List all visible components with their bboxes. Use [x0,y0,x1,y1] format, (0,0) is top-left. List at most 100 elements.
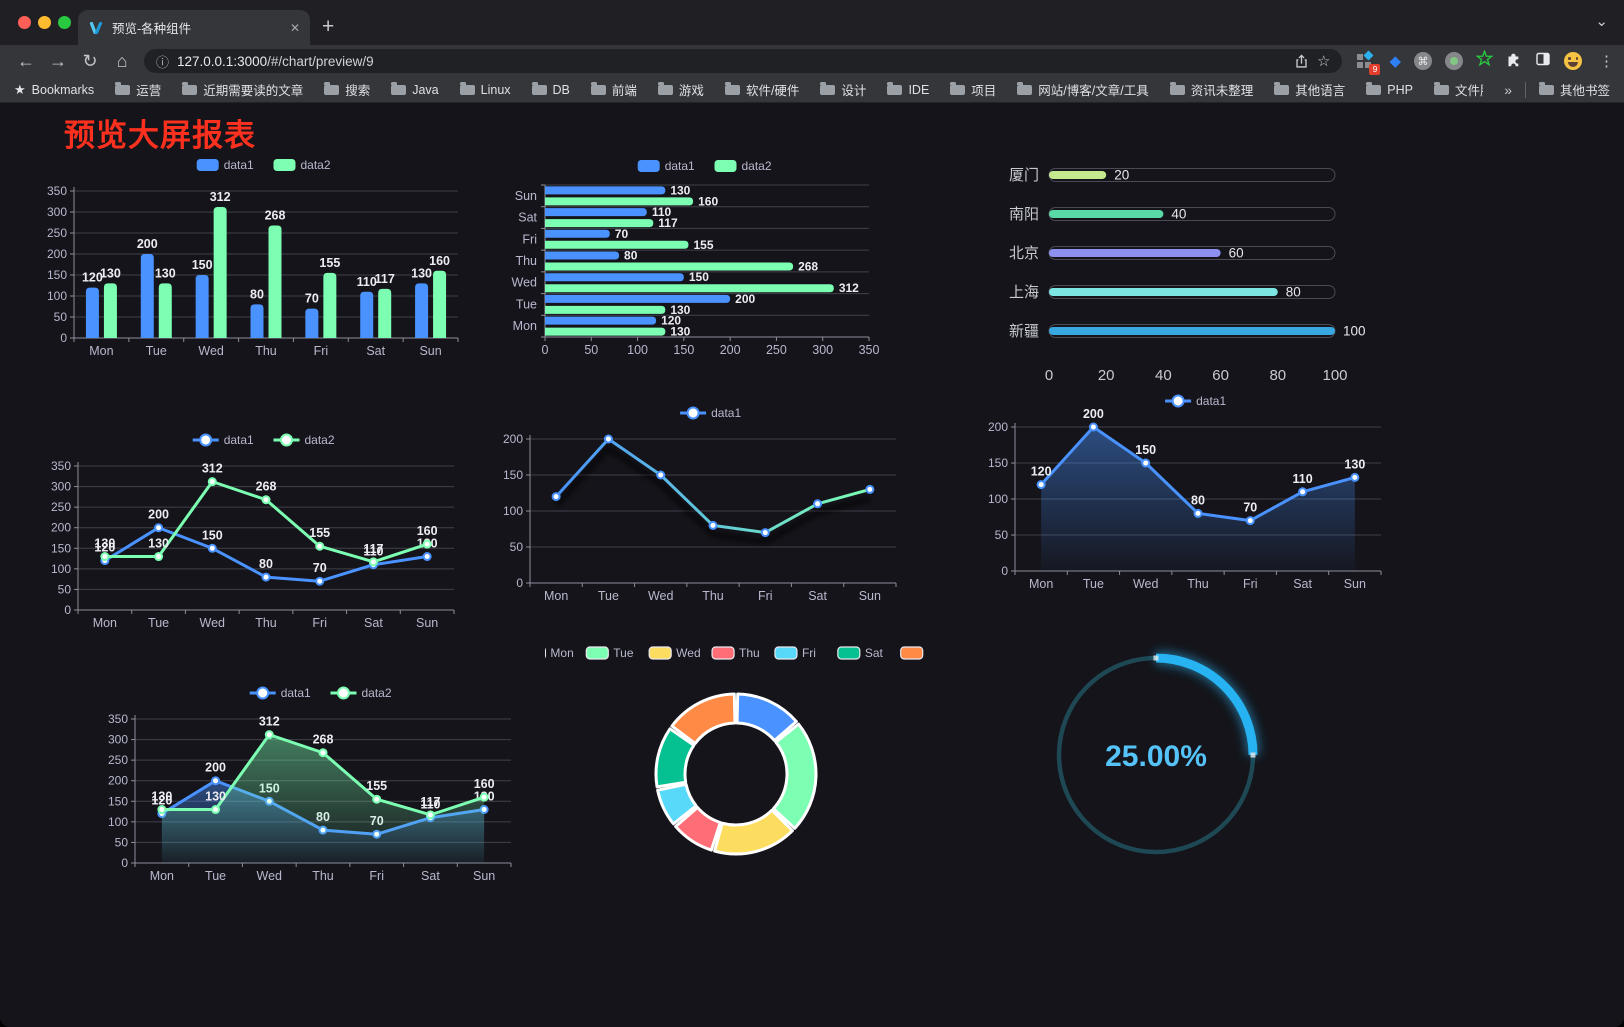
bookmark-item[interactable]: 前端 [590,80,637,99]
url-path: /#/chart/preview/9 [267,53,374,69]
chart-canvas-line-gradient[interactable]: 0 50 100 150 200 Mon Tue Wed Thu Fri Sat Sun data1 [490,399,910,611]
svg-text:100: 100 [47,289,67,303]
side-panel-icon[interactable] [1535,51,1551,72]
bookmarks-label: Bookmarks [31,82,95,97]
svg-text:60: 60 [1229,246,1244,261]
bookmark-item[interactable]: PHP [1366,81,1413,97]
chart-area-two-series[interactable]: 0 50 100 150 200 250 300 350 Mon Tue Wed Thu Fri Sat S… [95,679,525,891]
chart-canvas-area-single[interactable]: 0 50 100 150 200 Mon Tue Wed Thu Fri Sat Sun 120 200 1… [975,387,1395,599]
browser-toolbar: ← → ↻ ⌂ ⓘ 127.0.0.1:3000/#/chart/preview… [0,45,1624,77]
svg-text:Tue: Tue [516,297,537,311]
svg-text:50: 50 [54,310,68,324]
chart-canvas-gauge[interactable]: 25.00% [1040,636,1272,876]
svg-text:300: 300 [812,343,833,357]
svg-text:120: 120 [1031,465,1052,479]
bookmark-item[interactable]: 项目 [950,80,996,99]
address-bar[interactable]: ⓘ 127.0.0.1:3000/#/chart/preview/9 ☆ [144,49,1343,73]
bookmark-item[interactable]: 文件服务器 [1433,80,1483,99]
chart-gauge[interactable]: 25.00% [1040,636,1272,876]
back-button[interactable]: ← [17,50,35,71]
chart-canvas-progress-bars[interactable]: 厦门 20 南阳 40 北京 60 上海 80 新疆 100 0 20 40 60 80 100 [995,151,1395,391]
chart-area-single[interactable]: 0 50 100 150 200 Mon Tue Wed Thu Fri Sat Sun 120 200 1… [975,387,1395,599]
bookmark-item[interactable]: IDE [887,81,929,97]
bookmark-label: 近期需要读的文章 [203,84,304,98]
bookmark-item[interactable]: 其他语言 [1274,80,1345,99]
svg-text:Fri: Fri [758,589,773,603]
site-info-icon[interactable]: ⓘ [156,54,170,70]
svg-text:268: 268 [798,260,818,274]
tab-close-icon[interactable]: ✕ [289,20,300,35]
ext-grid-icon[interactable]: 9 [1356,50,1381,75]
bookmark-items: 运营 近期需要读的文章 搜索 Java Linux DB 前端 游戏 软件/硬件 设计 IDE 项目 网… [115,80,1483,99]
bookmark-item[interactable]: Java [391,81,439,97]
bookmark-item[interactable]: 软件/硬件 [724,80,799,99]
svg-text:Sun: Sun [515,189,537,203]
window-minimize-button[interactable] [38,16,51,29]
svg-text:268: 268 [313,733,334,747]
chart-grouped-bar[interactable]: 0 50 100 150 200 250 300 350 Mon Tue Wed Thu Fri Sat S… [38,151,468,366]
url-text: 127.0.0.1:3000/#/chart/preview/9 [177,54,374,69]
folder-icon [182,81,198,95]
svg-text:Wed: Wed [200,616,226,630]
svg-text:Fri: Fri [522,232,537,246]
ext-gem-icon[interactable]: ◆ [1389,53,1401,70]
bookmark-item[interactable]: Linux [459,81,511,97]
bookmark-star-icon[interactable]: ☆ [1317,53,1331,70]
bookmark-item[interactable]: 设计 [820,80,866,99]
bookmark-item[interactable]: DB [531,81,570,97]
svg-text:155: 155 [693,238,713,252]
forward-button[interactable]: → [49,50,67,71]
svg-text:20: 20 [1098,367,1115,384]
svg-text:0: 0 [121,856,128,870]
svg-text:80: 80 [624,249,638,263]
chart-line-gradient[interactable]: 0 50 100 150 200 Mon Tue Wed Thu Fri Sat Sun data1 [490,399,910,611]
svg-text:250: 250 [47,226,67,240]
browser-menu-icon[interactable]: ⋮ [1599,53,1614,70]
bookmark-item[interactable]: 游戏 [657,80,704,99]
profile-avatar[interactable] [1564,52,1582,70]
bookmark-item[interactable]: 搜索 [324,80,370,99]
folder-icon [1017,81,1033,95]
window-maximize-button[interactable] [58,16,71,29]
new-tab-button[interactable]: + [322,15,335,38]
tab-search-chevron-icon[interactable]: ⌄ [1595,13,1608,30]
window-close-button[interactable] [18,16,31,29]
svg-text:200: 200 [1083,407,1104,421]
other-bookmarks-folder[interactable]: 其他书签 [1538,80,1610,99]
chart-progress-bars[interactable]: 厦门 20 南阳 40 北京 60 上海 80 新疆 100 0 20 40 60 80 100 [995,151,1395,391]
bookmark-item[interactable]: 运营 [115,80,161,99]
svg-text:80: 80 [1269,367,1286,384]
svg-text:70: 70 [305,292,319,306]
chart-horizontal-bar[interactable]: 0 50 100 150 200 250 300 350 Mon 120 130 Tue 200 130 W… [505,153,917,365]
bookmark-item[interactable]: 资讯未整理 [1169,80,1253,99]
bookmark-item[interactable]: 近期需要读的文章 [182,80,303,99]
bookmark-item[interactable]: 网站/博客/文章/工具 [1017,80,1149,99]
svg-text:110: 110 [652,205,672,219]
svg-text:300: 300 [47,205,67,219]
bookmarks-overflow-button[interactable]: » [1504,81,1512,98]
extensions-puzzle-icon[interactable] [1506,50,1522,72]
share-icon[interactable] [1294,53,1309,69]
chart-canvas-area-two-series[interactable]: 0 50 100 150 200 250 300 350 Mon Tue Wed Thu Fri Sat S… [95,679,525,891]
folder-icon [391,81,407,95]
reload-button[interactable]: ↻ [82,50,98,71]
chart-canvas-line-two-series[interactable]: 0 50 100 150 200 250 300 350 Mon Tue Wed Thu Fri Sat S… [38,426,468,638]
ext-star-icon[interactable] [1475,49,1494,72]
bookmark-label: 游戏 [678,84,704,98]
browser-tab[interactable]: 预览-各种组件 ✕ [78,10,310,45]
svg-text:150: 150 [988,456,1008,470]
chart-line-two-series[interactable]: 0 50 100 150 200 250 300 350 Mon Tue Wed Thu Fri Sat S… [38,426,468,638]
ext-command-icon[interactable]: ⌘ [1414,52,1432,70]
svg-text:Fri: Fri [369,869,384,883]
svg-text:Fri: Fri [1243,577,1258,591]
chart-canvas-bar-vertical[interactable]: 0 50 100 150 200 250 300 350 Mon Tue Wed Thu Fri Sat S… [38,151,468,366]
ext-green-dot-icon[interactable] [1445,52,1463,70]
home-button[interactable]: ⌂ [116,50,128,71]
bookmarks-right: » 其他书签 [1504,80,1610,99]
bookmarks-manager[interactable]: ★ Bookmarks [14,82,94,98]
svg-text:160: 160 [474,777,495,791]
svg-text:117: 117 [658,216,678,230]
